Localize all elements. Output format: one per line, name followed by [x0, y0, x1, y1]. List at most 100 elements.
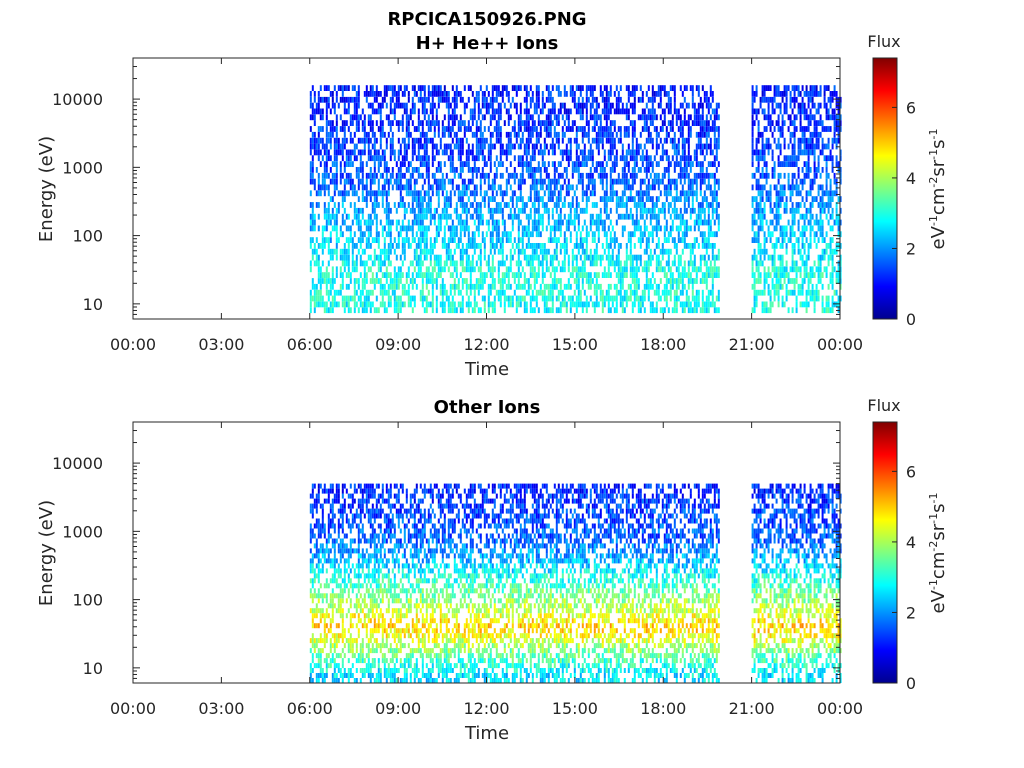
heatmap-cell [677, 161, 680, 167]
heatmap-cell [385, 196, 388, 202]
heatmap-cell [477, 307, 480, 314]
heatmap-cell [583, 219, 586, 226]
heatmap-cell [489, 231, 492, 238]
heatmap-cell [767, 102, 770, 109]
heatmap-cell [411, 219, 414, 226]
heatmap-cell [517, 219, 520, 226]
heatmap-cell [309, 91, 312, 97]
heatmap-cell [583, 131, 586, 138]
heatmap-cell [633, 295, 636, 302]
heatmap-cell [403, 161, 406, 167]
heatmap-cell [785, 91, 788, 97]
heatmap-cell [705, 172, 708, 179]
heatmap-cell [459, 149, 462, 156]
heatmap-cell [557, 289, 560, 296]
heatmap-cell [671, 126, 674, 132]
heatmap-cell [355, 167, 358, 173]
heatmap-cell [317, 254, 320, 261]
heatmap-cell [757, 131, 760, 138]
heatmap-cell [357, 149, 360, 156]
heatmap-cell [361, 161, 364, 167]
heatmap-cell [363, 301, 366, 308]
heatmap-cell [657, 91, 660, 97]
heatmap-cell [623, 289, 626, 296]
heatmap-cell [517, 225, 520, 232]
heatmap-cell [637, 202, 640, 208]
heatmap-cell [579, 161, 582, 167]
heatmap-cell [711, 278, 714, 284]
heatmap-cell [547, 266, 550, 273]
heatmap-cell [709, 266, 712, 273]
heatmap-cell [651, 120, 654, 126]
heatmap-cell [501, 91, 504, 97]
heatmap-cell [449, 161, 452, 167]
heatmap-cell [677, 231, 680, 238]
heatmap-cell [351, 85, 354, 91]
heatmap-cell [683, 161, 686, 167]
heatmap-cell [397, 301, 400, 308]
heatmap-cell [579, 91, 582, 97]
heatmap-cell [339, 126, 342, 132]
heatmap-cell [461, 248, 464, 255]
heatmap-cell [659, 307, 662, 314]
heatmap-cell [433, 178, 436, 185]
heatmap-cell [431, 190, 434, 197]
heatmap-cell [763, 172, 766, 179]
heatmap-cell [657, 196, 660, 202]
heatmap-cell [553, 143, 556, 150]
heatmap-cell [667, 307, 670, 314]
heatmap-cell [651, 301, 654, 308]
heatmap-cell [519, 108, 522, 115]
heatmap-cell [777, 137, 780, 144]
heatmap-cell [769, 272, 772, 278]
heatmap-cell [359, 243, 362, 249]
heatmap-cell [611, 143, 614, 150]
heatmap-cell [489, 289, 492, 296]
heatmap-cell [451, 260, 454, 267]
heatmap-cell [355, 266, 358, 273]
heatmap-cell [453, 266, 456, 273]
heatmap-cell [753, 172, 756, 179]
heatmap-cell [413, 102, 416, 109]
heatmap-cell [425, 254, 428, 261]
heatmap-cell [355, 260, 358, 267]
heatmap-cell [399, 301, 402, 308]
heatmap-cell [567, 178, 570, 185]
heatmap-cell [541, 91, 544, 97]
heatmap-cell [669, 120, 672, 126]
heatmap-cell [367, 213, 370, 220]
heatmap-cell [357, 307, 360, 314]
heatmap-cell [765, 85, 768, 91]
heatmap-cell [593, 301, 596, 308]
heatmap-cell [611, 137, 614, 144]
heatmap-cell [481, 172, 484, 179]
heatmap-cell [559, 102, 562, 109]
heatmap-cell [763, 301, 766, 308]
heatmap-cell [339, 114, 342, 121]
heatmap-cell [375, 190, 378, 197]
heatmap-cell [557, 260, 560, 267]
heatmap-cell [493, 161, 496, 167]
heatmap-cell [523, 178, 526, 185]
heatmap-cell [489, 167, 492, 173]
heatmap-cell [529, 272, 532, 278]
heatmap-cell [629, 155, 632, 162]
heatmap-cell [509, 172, 512, 179]
heatmap-cell [625, 202, 628, 208]
heatmap-cell [559, 184, 562, 191]
heatmap-cell [555, 295, 558, 302]
heatmap-cell [581, 126, 584, 132]
heatmap-cell [527, 114, 530, 121]
heatmap-cell [567, 295, 570, 302]
heatmap-cell [579, 295, 582, 302]
heatmap-cell [347, 248, 350, 255]
heatmap-cell [777, 178, 780, 185]
heatmap-cell [421, 161, 424, 167]
heatmap-cell [709, 137, 712, 144]
heatmap-cell [609, 131, 612, 138]
heatmap-cell [387, 283, 390, 290]
heatmap-cell [379, 155, 382, 162]
heatmap-cell [379, 190, 382, 197]
heatmap-cell [313, 219, 316, 226]
heatmap-cell [495, 289, 498, 296]
